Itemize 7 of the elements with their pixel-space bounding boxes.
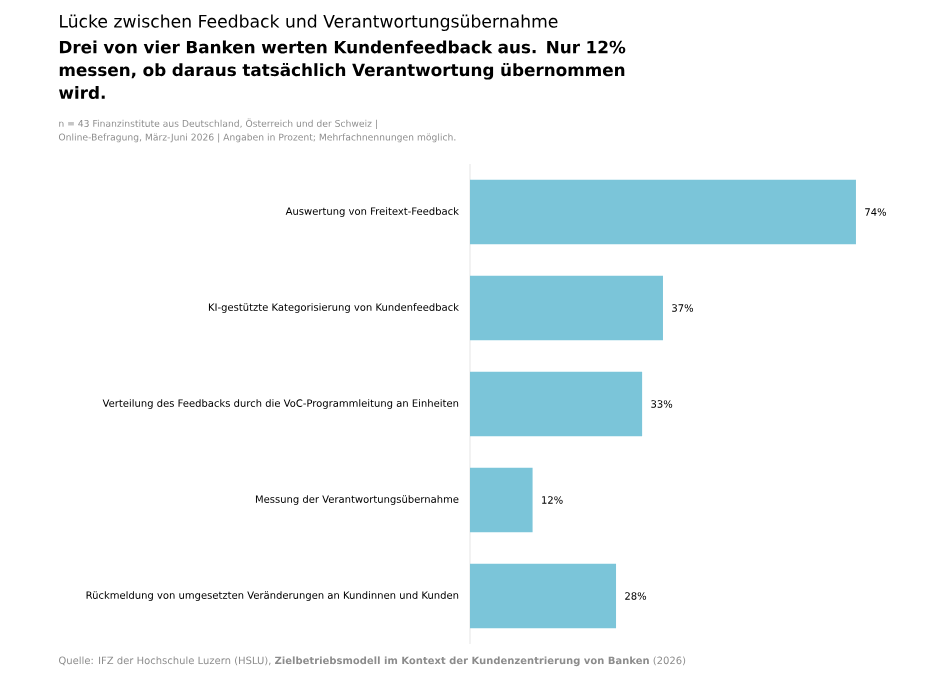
chart-subtitle: Drei von vier Banken werten Kundenfeedback aus. Nur 12% messen, ob daraus tatsächlich Verantwortung übernommen wird.	[59, 40, 626, 100]
bar	[470, 371, 643, 437]
bar	[470, 179, 856, 245]
bar	[470, 275, 663, 341]
bar	[470, 563, 617, 629]
text: Lücke zwischen Feedback und Verantwortungsübernahme	[60, 14, 558, 32]
bar	[470, 467, 533, 533]
